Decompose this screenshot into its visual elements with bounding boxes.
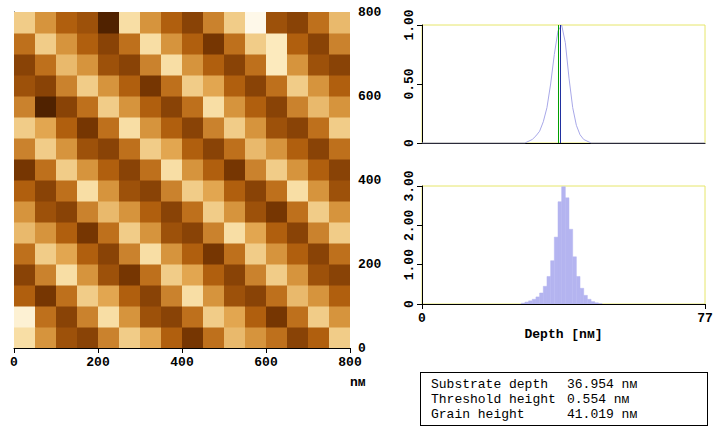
svg-text:200: 200 <box>358 257 382 272</box>
html-text:Grain height: Grain height <box>431 407 525 422</box>
svg-text:800: 800 <box>358 5 382 20</box>
svg-text:1.00: 1.00 <box>402 249 417 280</box>
html-text:0.554 nм: 0.554 nм <box>567 392 630 407</box>
svg-text:800: 800 <box>338 355 362 370</box>
svg-text:2.00: 2.00 <box>402 210 417 241</box>
svg-text:200: 200 <box>86 355 110 370</box>
svg-text:0: 0 <box>402 300 417 308</box>
svg-text:77: 77 <box>697 311 713 326</box>
svg-text:3.00: 3.00 <box>402 170 417 201</box>
svg-text:0: 0 <box>358 341 366 356</box>
svg-text:0: 0 <box>418 311 426 326</box>
html-text:41.019 nм: 41.019 nм <box>567 407 638 422</box>
svg-text:400: 400 <box>358 173 382 188</box>
svg-text:600: 600 <box>358 89 382 104</box>
svg-text:1.00: 1.00 <box>402 9 417 40</box>
svg-text:nм: nм <box>350 375 366 390</box>
svg-text:0: 0 <box>10 355 18 370</box>
svg-text:400: 400 <box>170 355 194 370</box>
svg-text:Depth [nм]: Depth [nм] <box>524 327 602 342</box>
html-text:Substrate depth: Substrate depth <box>431 377 548 392</box>
svg-text:0: 0 <box>402 139 417 147</box>
html-text:Threshold height: Threshold height <box>431 392 556 407</box>
html-text:36.954 nм: 36.954 nм <box>567 377 638 392</box>
svg-text:600: 600 <box>254 355 278 370</box>
svg-text:0.50: 0.50 <box>402 68 417 99</box>
